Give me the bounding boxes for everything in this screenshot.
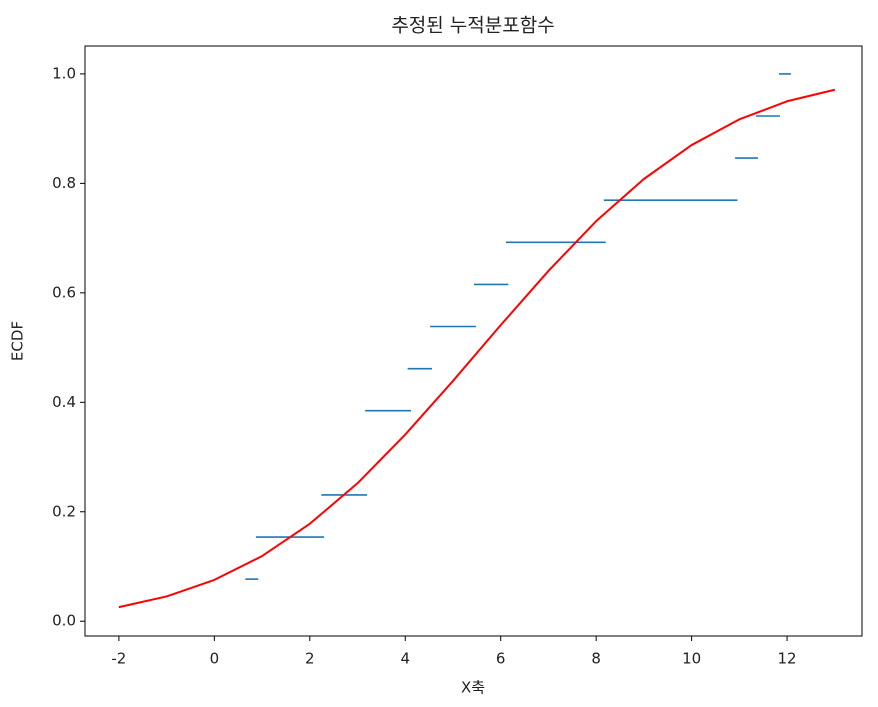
y-tick-label: 0.0 [52,612,76,630]
y-tick-label: 1.0 [52,64,76,82]
x-tick-label: 12 [778,650,797,668]
x-tick-label: 6 [496,650,506,668]
y-tick-label: 0.2 [52,502,76,520]
x-tick-label: 10 [682,650,701,668]
x-tick-label: 8 [591,650,601,668]
x-tick-label: 4 [400,650,410,668]
chart-title: 추정된 누적분포함수 [391,15,554,37]
y-tick-label: 0.4 [52,393,76,411]
y-tick-label: 0.8 [52,174,76,192]
cdf-curve [118,88,836,609]
x-axis-label: X축 [461,679,485,697]
y-tick-label: 0.6 [52,283,76,301]
x-tick-label: 0 [210,650,220,668]
x-tick-label: -2 [111,650,126,668]
y-axis-label: ECDF [9,321,27,361]
plot-frame [84,45,863,637]
x-tick-label: 2 [305,650,315,668]
